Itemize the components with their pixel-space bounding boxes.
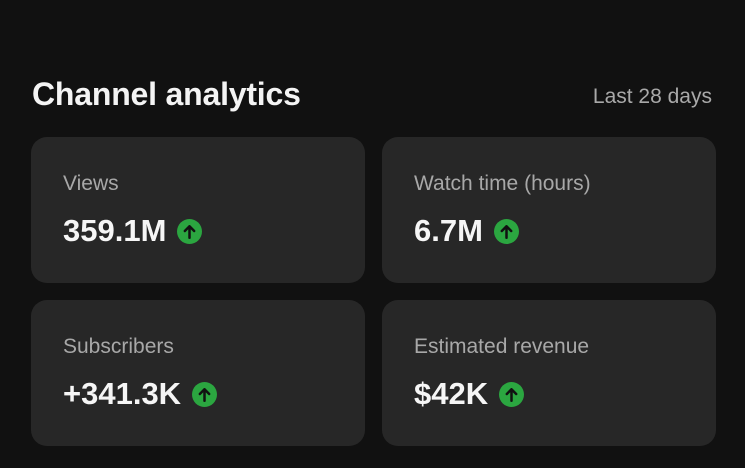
value-row: 6.7M: [414, 213, 519, 249]
metric-label: Watch time (hours): [414, 172, 591, 195]
value-row: $42K: [414, 376, 525, 412]
up-icon: [493, 218, 519, 244]
section-title: Channel analytics: [32, 76, 301, 112]
metric-label: Estimated revenue: [414, 335, 590, 358]
metric-card[interactable]: Estimated revenue $42K: [382, 300, 716, 446]
metric-card[interactable]: Subscribers +341.3K: [31, 300, 365, 446]
up-icon: [177, 218, 203, 244]
up-icon: [499, 381, 525, 407]
metric-value: $42K: [414, 376, 489, 411]
metric-value: 6.7M: [414, 213, 483, 248]
period-label: Last 28 days: [592, 85, 712, 108]
metric-card[interactable]: Views 359.1M: [31, 137, 365, 283]
value-row: +341.3K: [63, 376, 218, 412]
up-icon: [192, 381, 218, 407]
metric-value: 359.1M: [63, 213, 167, 248]
metric-label: Subscribers: [63, 335, 174, 358]
value-row: 359.1M: [63, 213, 203, 249]
metric-card[interactable]: Watch time (hours) 6.7M: [382, 137, 716, 283]
metric-label: Views: [63, 172, 119, 195]
metric-value: +341.3K: [63, 376, 182, 411]
